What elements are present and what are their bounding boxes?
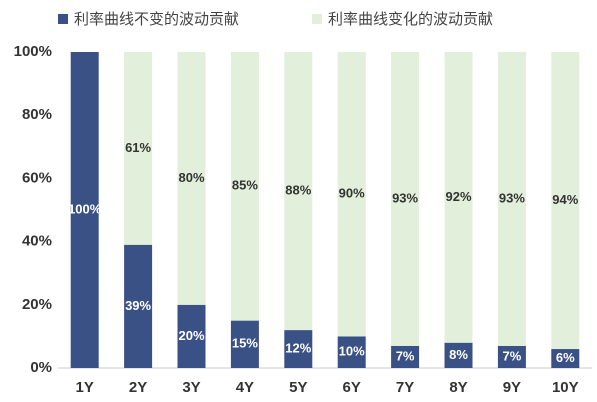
- y-tick-label: 100%: [14, 43, 52, 60]
- bar-segment: [124, 52, 153, 245]
- legend-swatch: [312, 14, 322, 24]
- x-tick-label: 8Y: [449, 379, 467, 396]
- data-label: 10%: [339, 344, 365, 359]
- bar-segment: [70, 52, 99, 368]
- y-tick-label: 80%: [22, 106, 52, 123]
- data-label: 85%: [232, 178, 258, 193]
- data-label: 94%: [552, 192, 578, 207]
- bar-segment: [391, 52, 420, 346]
- bar-segment: [497, 345, 526, 368]
- y-tick-label: 40%: [22, 233, 52, 250]
- x-tick-label: 9Y: [503, 379, 521, 396]
- data-label: 7%: [503, 348, 522, 363]
- legend-label: 利率曲线不变的波动贡献: [74, 11, 239, 28]
- data-label: 6%: [556, 350, 575, 365]
- bar-segment: [230, 52, 259, 321]
- x-tick-label: 2Y: [129, 379, 147, 396]
- y-tick-label: 0%: [30, 359, 52, 376]
- y-tick-label: 20%: [22, 296, 52, 313]
- bar-segment: [444, 52, 473, 343]
- data-label: 90%: [339, 186, 365, 201]
- data-label: 93%: [392, 190, 418, 205]
- data-label: 100%: [68, 201, 102, 216]
- bar-segment: [124, 244, 153, 368]
- x-tick-label: 5Y: [289, 379, 307, 396]
- data-label: 12%: [285, 340, 311, 355]
- bar-segment: [337, 336, 366, 368]
- x-tick-label: 7Y: [396, 379, 414, 396]
- x-tick-label: 6Y: [343, 379, 361, 396]
- x-tick-label: 4Y: [236, 379, 254, 396]
- bar-segment: [230, 320, 259, 368]
- data-label: 20%: [178, 328, 204, 343]
- x-tick-label: 3Y: [182, 379, 200, 396]
- data-label: 93%: [499, 190, 525, 205]
- data-label: 92%: [445, 189, 471, 204]
- data-label: 61%: [125, 140, 151, 155]
- y-tick-label: 60%: [22, 169, 52, 186]
- bar-segment: [391, 345, 420, 368]
- bar-segment: [497, 52, 526, 346]
- bar-segment: [284, 52, 313, 331]
- bar-segment: [337, 52, 366, 337]
- bar-segment: [177, 304, 206, 368]
- x-tick-label: 1Y: [76, 379, 94, 396]
- legend-swatch: [58, 14, 68, 24]
- x-tick-label: 10Y: [552, 379, 579, 396]
- data-label: 8%: [449, 347, 468, 362]
- data-label: 80%: [178, 170, 204, 185]
- data-label: 88%: [285, 182, 311, 197]
- bar-segment: [284, 330, 313, 368]
- data-label: 15%: [232, 336, 258, 351]
- bar-segment: [177, 52, 206, 305]
- data-label: 39%: [125, 298, 151, 313]
- data-label: 7%: [396, 348, 415, 363]
- bar-segment: [551, 52, 580, 350]
- bar-segment: [444, 342, 473, 368]
- bar-segment: [551, 349, 580, 368]
- legend-label: 利率曲线变化的波动贡献: [328, 11, 493, 28]
